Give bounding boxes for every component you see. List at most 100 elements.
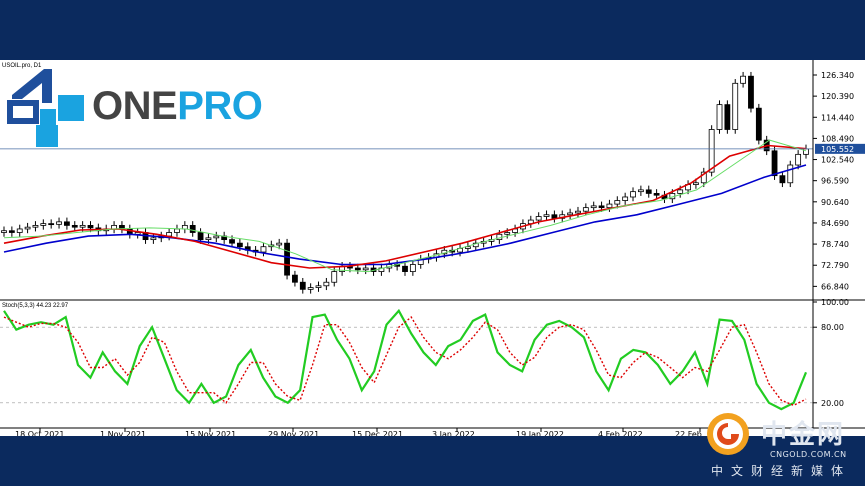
- candle-body: [543, 214, 550, 217]
- y-tick-label: 102.540: [821, 156, 854, 165]
- candle-body: [402, 265, 408, 272]
- y-tick-label: 90.640: [821, 198, 849, 207]
- candle-body: [700, 171, 707, 184]
- candle-body: [16, 228, 23, 233]
- y-tick-label: 114.440: [821, 113, 854, 122]
- chart-frame: USOIL.pro, D1 Stoch(5,3,3) 44.23 22.97 1…: [0, 60, 865, 436]
- y-tick-label: 126.340: [821, 71, 854, 80]
- cngold-emblem-icon: [707, 413, 749, 455]
- x-tick-label: 4 Feb 2022: [598, 430, 643, 436]
- x-tick-label: 22 Feb: [675, 430, 702, 436]
- candle-body: [64, 221, 70, 226]
- candle-body: [693, 182, 699, 185]
- candle-body: [229, 239, 235, 244]
- y-tick-label: 108.490: [821, 134, 854, 143]
- candle-body: [582, 207, 589, 212]
- stoch-label: Stoch(5,3,3) 44.23 22.97: [2, 303, 69, 309]
- y-tick-label: 72.790: [821, 261, 849, 270]
- candle-body: [197, 232, 204, 241]
- candle-body: [71, 225, 78, 228]
- candle-body: [56, 221, 62, 225]
- stoch-tick-label: 20.00: [821, 399, 844, 408]
- y-tick-label: 96.590: [821, 177, 849, 186]
- axes: 126.340 120.390 114.440 108.490 102.540 96.59…: [0, 60, 865, 436]
- candle-body: [205, 237, 212, 241]
- candle-body: [236, 242, 243, 248]
- x-tick-label: 18 Oct 2021: [15, 430, 64, 436]
- candle-body: [189, 225, 196, 233]
- candle-body: [653, 193, 660, 196]
- candle-body: [323, 281, 330, 287]
- symbol-label: USOIL.pro, D1: [2, 63, 42, 69]
- x-tick-label: 15 Dec 2021: [352, 430, 403, 436]
- candle-body: [606, 203, 613, 209]
- stoch-tick-label: 80.00: [821, 323, 844, 332]
- y-tick-label: 66.840: [821, 282, 849, 291]
- x-tick-label: 15 Nov 2021: [185, 430, 236, 436]
- candle-body: [307, 287, 314, 290]
- candle-body: [787, 164, 794, 184]
- candle-body: [598, 205, 605, 209]
- onepro-logo: [6, 69, 266, 149]
- candle-body: [795, 153, 802, 166]
- candle-body: [677, 189, 684, 194]
- y-tick-label: 78.740: [821, 240, 849, 249]
- candle-body: [708, 129, 715, 173]
- candle-body: [551, 214, 558, 219]
- candle-body: [779, 175, 786, 184]
- candle-body: [630, 191, 636, 198]
- stochastic-panel: Stoch(5,3,3) 44.23 22.97: [0, 303, 813, 411]
- stoch-signal-line: [3, 316, 807, 407]
- candle-body: [803, 148, 809, 155]
- candle-body: [362, 267, 369, 271]
- candle-body: [24, 226, 31, 230]
- candle-body: [748, 75, 754, 109]
- candle-body: [465, 246, 471, 249]
- cngold-url: CNGOLD.COM.CN: [770, 450, 847, 459]
- candle-body: [284, 242, 290, 276]
- onepro-wordmark: ONEPRO: [92, 84, 263, 128]
- candle-body: [40, 223, 47, 226]
- candle-body: [645, 189, 652, 194]
- candle-body: [276, 242, 283, 246]
- candle-body: [174, 228, 180, 233]
- candle-body: [299, 281, 306, 290]
- candle-body: [79, 225, 86, 228]
- x-tick-label: 29 Nov 2021: [268, 430, 319, 436]
- ma-blue-line: [3, 164, 807, 266]
- y-tick-label: 120.390: [821, 92, 854, 101]
- candle-body: [740, 75, 746, 84]
- candle-body: [331, 271, 338, 283]
- candle-body: [48, 223, 55, 226]
- candle-body: [590, 205, 597, 209]
- candle-body: [771, 150, 778, 177]
- current-price-label: 105.552: [821, 145, 854, 154]
- price-panel: USOIL.pro, D1: [0, 63, 813, 294]
- x-tick-label: 1 Nov 2021: [100, 430, 146, 436]
- candle-body: [292, 274, 298, 283]
- candle-body: [732, 82, 739, 130]
- x-tick-label: 3 Jan 2022: [432, 430, 475, 436]
- candle-body: [575, 210, 581, 214]
- candle-body: [409, 264, 416, 272]
- candle-body: [637, 189, 644, 193]
- candle-body: [504, 232, 511, 235]
- candle-body: [535, 216, 542, 221]
- candle-body: [724, 104, 731, 130]
- cngold-slogan: 中文财经新媒体: [711, 464, 852, 478]
- onepro-mark-icon: [7, 69, 84, 147]
- candle-body: [1, 230, 7, 233]
- stoch-main-line: [3, 308, 808, 411]
- ma-green-line: [3, 139, 807, 273]
- price-chart: USOIL.pro, D1 Stoch(5,3,3) 44.23 22.97 1…: [0, 60, 865, 436]
- candle-body: [354, 267, 361, 271]
- y-tick-label: 84.690: [821, 219, 849, 228]
- candle-body: [622, 196, 629, 201]
- candle-body: [8, 230, 15, 233]
- candle-body: [567, 212, 574, 216]
- x-tick-label: 19 Jan 2022: [516, 430, 564, 436]
- cngold-brand-name: 中金网: [761, 420, 846, 450]
- ma-red-line: [3, 144, 807, 269]
- candle-body: [32, 225, 39, 228]
- candle-body: [213, 235, 220, 239]
